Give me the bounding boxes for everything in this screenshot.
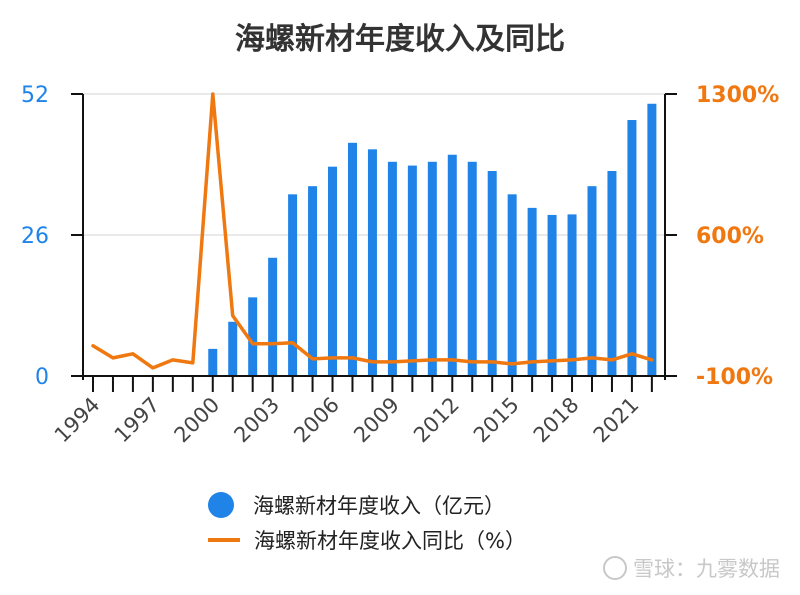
bar-2008 bbox=[367, 149, 377, 376]
watermark-text: 雪球：九雾数据 bbox=[633, 557, 780, 581]
x-tick-label-2018: 2018 bbox=[529, 393, 584, 448]
y-right-tick-label-1: 600% bbox=[696, 224, 764, 249]
bar-2014 bbox=[487, 171, 497, 376]
x-tick-label-2003: 2003 bbox=[229, 393, 284, 448]
bar-2002 bbox=[248, 297, 258, 376]
bar-2010 bbox=[407, 165, 417, 376]
legend-swatch-yoy bbox=[208, 538, 240, 542]
bar-2021 bbox=[627, 120, 637, 377]
x-tick-label-1994: 1994 bbox=[50, 393, 105, 448]
x-tick-label-2009: 2009 bbox=[349, 393, 404, 448]
legend-swatch-revenue bbox=[208, 492, 234, 518]
bar-2000 bbox=[208, 348, 218, 376]
bar-2015 bbox=[507, 194, 517, 376]
bar-2017 bbox=[547, 214, 557, 376]
x-tick-label-2021: 2021 bbox=[589, 393, 644, 448]
bar-2013 bbox=[467, 161, 477, 376]
bar-2012 bbox=[447, 154, 457, 376]
bar-2020 bbox=[607, 171, 617, 376]
y-left-tick-label-1: 26 bbox=[21, 224, 49, 249]
x-tick-label-2006: 2006 bbox=[289, 393, 344, 448]
bar-2011 bbox=[427, 161, 437, 376]
legend-item-yoy: 海螺新材年度收入同比（%） bbox=[208, 525, 526, 555]
y-right-tick-label-2: 1300% bbox=[696, 83, 779, 108]
bar-2022 bbox=[647, 103, 657, 376]
x-tick-label-2015: 2015 bbox=[469, 393, 524, 448]
bar-2003 bbox=[268, 257, 278, 376]
bar-2019 bbox=[587, 186, 597, 376]
bar-2001 bbox=[228, 321, 238, 376]
bar-2006 bbox=[328, 166, 338, 376]
x-tick-label-2000: 2000 bbox=[170, 393, 225, 448]
legend-label-yoy: 海螺新材年度收入同比（%） bbox=[254, 529, 526, 553]
snowball-logo-icon bbox=[603, 556, 627, 580]
x-tick-label-2012: 2012 bbox=[409, 393, 464, 448]
y-left-tick-label-2: 52 bbox=[21, 83, 49, 108]
y-right-tick-label-0: -100% bbox=[696, 365, 773, 390]
bar-2005 bbox=[308, 186, 318, 376]
watermark: 雪球：九雾数据 bbox=[603, 553, 780, 583]
bar-2018 bbox=[567, 214, 577, 376]
legend-label-revenue: 海螺新材年度收入（亿元） bbox=[253, 494, 505, 518]
y-left-tick-label-0: 0 bbox=[35, 365, 49, 390]
chart-title: 海螺新材年度收入及同比 bbox=[235, 22, 565, 57]
bar-2007 bbox=[347, 142, 357, 376]
x-tick-label-1997: 1997 bbox=[110, 393, 165, 448]
bar-2009 bbox=[387, 161, 397, 376]
yoy-line bbox=[91, 92, 654, 370]
bar-2016 bbox=[527, 207, 537, 376]
legend-item-revenue: 海螺新材年度收入（亿元） bbox=[208, 490, 505, 520]
bar-2004 bbox=[288, 194, 298, 376]
